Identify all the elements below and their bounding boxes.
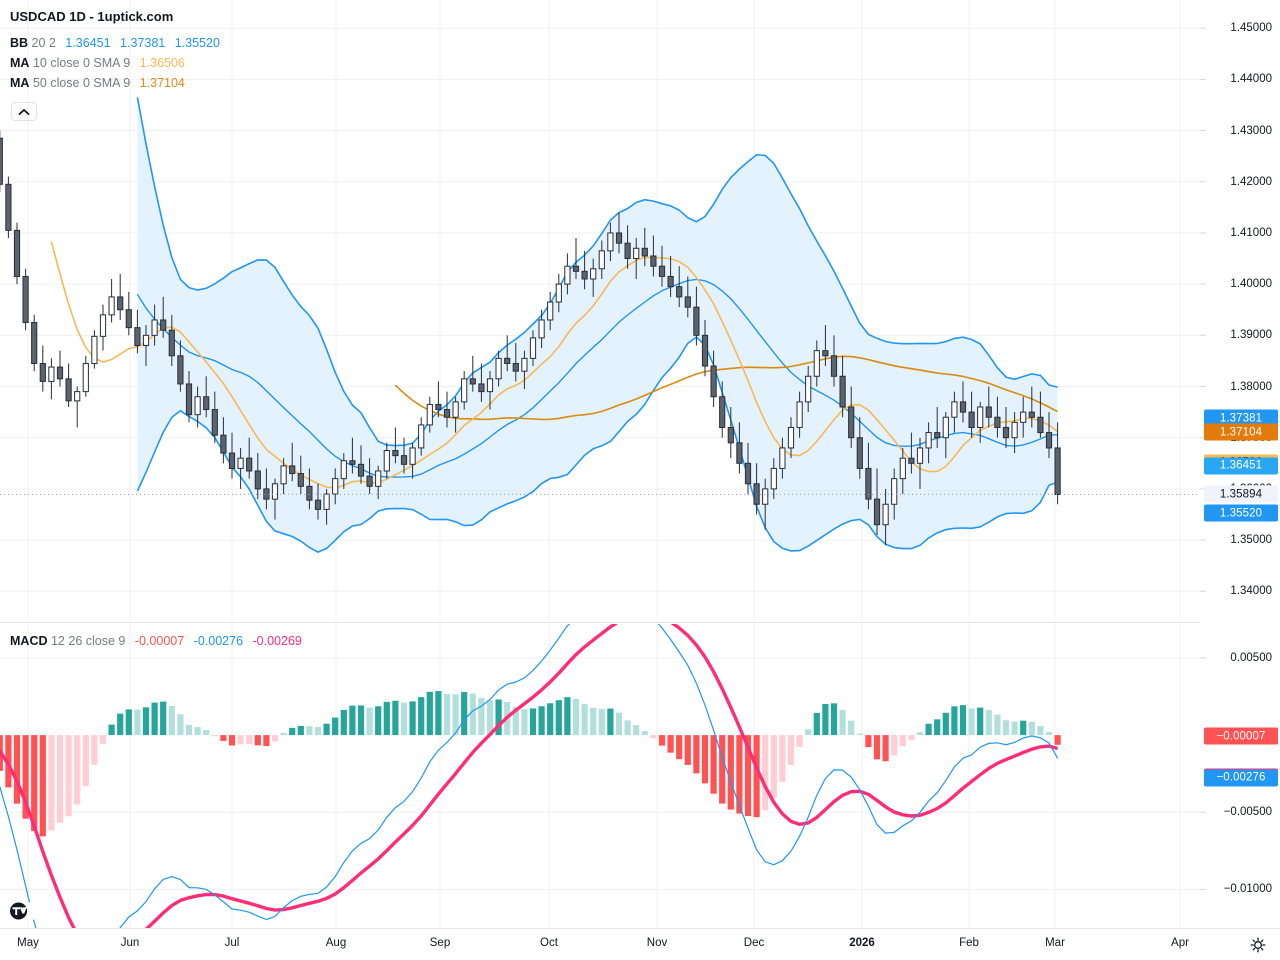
legend-ma10-args: 10 close 0 SMA 9 <box>32 56 131 70</box>
macd-badge[interactable]: −0.00007 <box>1204 727 1278 745</box>
price-badge[interactable]: 1.37381 <box>1204 409 1278 427</box>
price-chart-svg <box>0 0 1200 622</box>
time-axis-tick: Feb <box>959 937 979 949</box>
price-pane[interactable] <box>0 0 1200 622</box>
chevron-up-glyph <box>18 108 30 115</box>
time-axis-tick: Aug <box>325 937 347 949</box>
price-badge[interactable]: 1.37104 <box>1204 423 1278 441</box>
gear-icon[interactable] <box>1250 937 1266 953</box>
price-badge[interactable]: 1.35520 <box>1204 504 1278 522</box>
legend-macd-histogram: -0.00007 <box>134 634 185 648</box>
time-axis-tick: Nov <box>646 937 668 949</box>
time-axis-tick: Jul <box>224 937 240 949</box>
price-badge[interactable]: 1.35894 <box>1204 485 1278 503</box>
legend-bb-basis: 1.36451 <box>65 36 111 50</box>
legend-macd-name: MACD <box>10 634 48 648</box>
price-axis-tick: 1.43000 <box>1230 124 1272 137</box>
price-badge[interactable]: 1.36451 <box>1204 457 1278 475</box>
time-axis-tick: 2026 <box>849 937 875 949</box>
legend-bb-args: 20 2 <box>31 36 56 50</box>
pane-divider <box>0 622 1200 623</box>
price-axis-tick: 1.42000 <box>1230 175 1272 188</box>
time-axis-tick: Apr <box>1171 937 1189 949</box>
legend-macd-signal: -0.00269 <box>252 634 302 648</box>
macd-axis-tick: −0.00500 <box>1223 806 1272 819</box>
legend-bb-name: BB <box>10 36 29 50</box>
legend-ma10-value: 1.36506 <box>139 56 185 70</box>
legend-ma50-name: MA <box>10 76 30 90</box>
price-axis-tick: 1.44000 <box>1230 73 1272 86</box>
price-axis[interactable]: 1.45000 1.44000 1.43000 1.42000 1.41000 1.400… <box>1200 0 1280 928</box>
price-axis-tick: 1.45000 <box>1230 22 1272 35</box>
price-axis-tick: 1.35000 <box>1230 534 1272 547</box>
legend-macd[interactable]: MACD 12 26 close 9 -0.00007 -0.00276 -0.… <box>10 631 302 651</box>
legend-ma-10[interactable]: MA 10 close 0 SMA 9 1.36506 <box>10 53 185 73</box>
macd-chart-svg <box>0 624 1200 928</box>
legend-ma-50[interactable]: MA 50 close 0 SMA 9 1.37104 <box>10 73 185 93</box>
price-axis-tick: 1.39000 <box>1230 329 1272 342</box>
legend-bb-lower: 1.35520 <box>174 36 220 50</box>
legend-bollinger-bands[interactable]: BB 20 2 1.36451 1.37381 1.35520 <box>10 33 220 53</box>
time-axis-tick: May <box>17 937 39 949</box>
tradingview-logo[interactable] <box>10 902 38 920</box>
time-axis-tick: Sep <box>429 937 451 949</box>
price-axis-tick: 1.38000 <box>1230 380 1272 393</box>
legend-ma50-value: 1.37104 <box>139 76 185 90</box>
macd-badge[interactable]: −0.00276 <box>1204 769 1278 787</box>
chevron-up-icon[interactable] <box>11 102 37 121</box>
legend-macd-line: -0.00276 <box>193 634 244 648</box>
legend-ma10-name: MA <box>10 56 30 70</box>
time-axis-tick: Jun <box>120 937 140 949</box>
legend-bb-upper: 1.37381 <box>120 36 166 50</box>
price-axis-tick: 1.34000 <box>1230 585 1272 598</box>
time-axis-tick: Dec <box>743 937 765 949</box>
page-title: USDCAD 1D - 1uptick.com <box>10 9 174 24</box>
macd-pane[interactable] <box>0 624 1200 928</box>
time-axis-tick: Oct <box>540 937 558 949</box>
price-axis-tick: 1.40000 <box>1230 278 1272 291</box>
macd-axis-tick: −0.01000 <box>1223 883 1272 896</box>
time-axis[interactable]: May Jun Jul Aug Sep Oct Nov Dec 2026 Feb Mar Apr <box>0 928 1280 960</box>
macd-axis-tick: 0.00500 <box>1230 651 1272 664</box>
price-axis-tick: 1.41000 <box>1230 226 1272 239</box>
legend-ma50-args: 50 close 0 SMA 9 <box>32 76 131 90</box>
legend-macd-args: 12 26 close 9 <box>50 634 126 648</box>
time-axis-tick: Mar <box>1045 937 1065 949</box>
